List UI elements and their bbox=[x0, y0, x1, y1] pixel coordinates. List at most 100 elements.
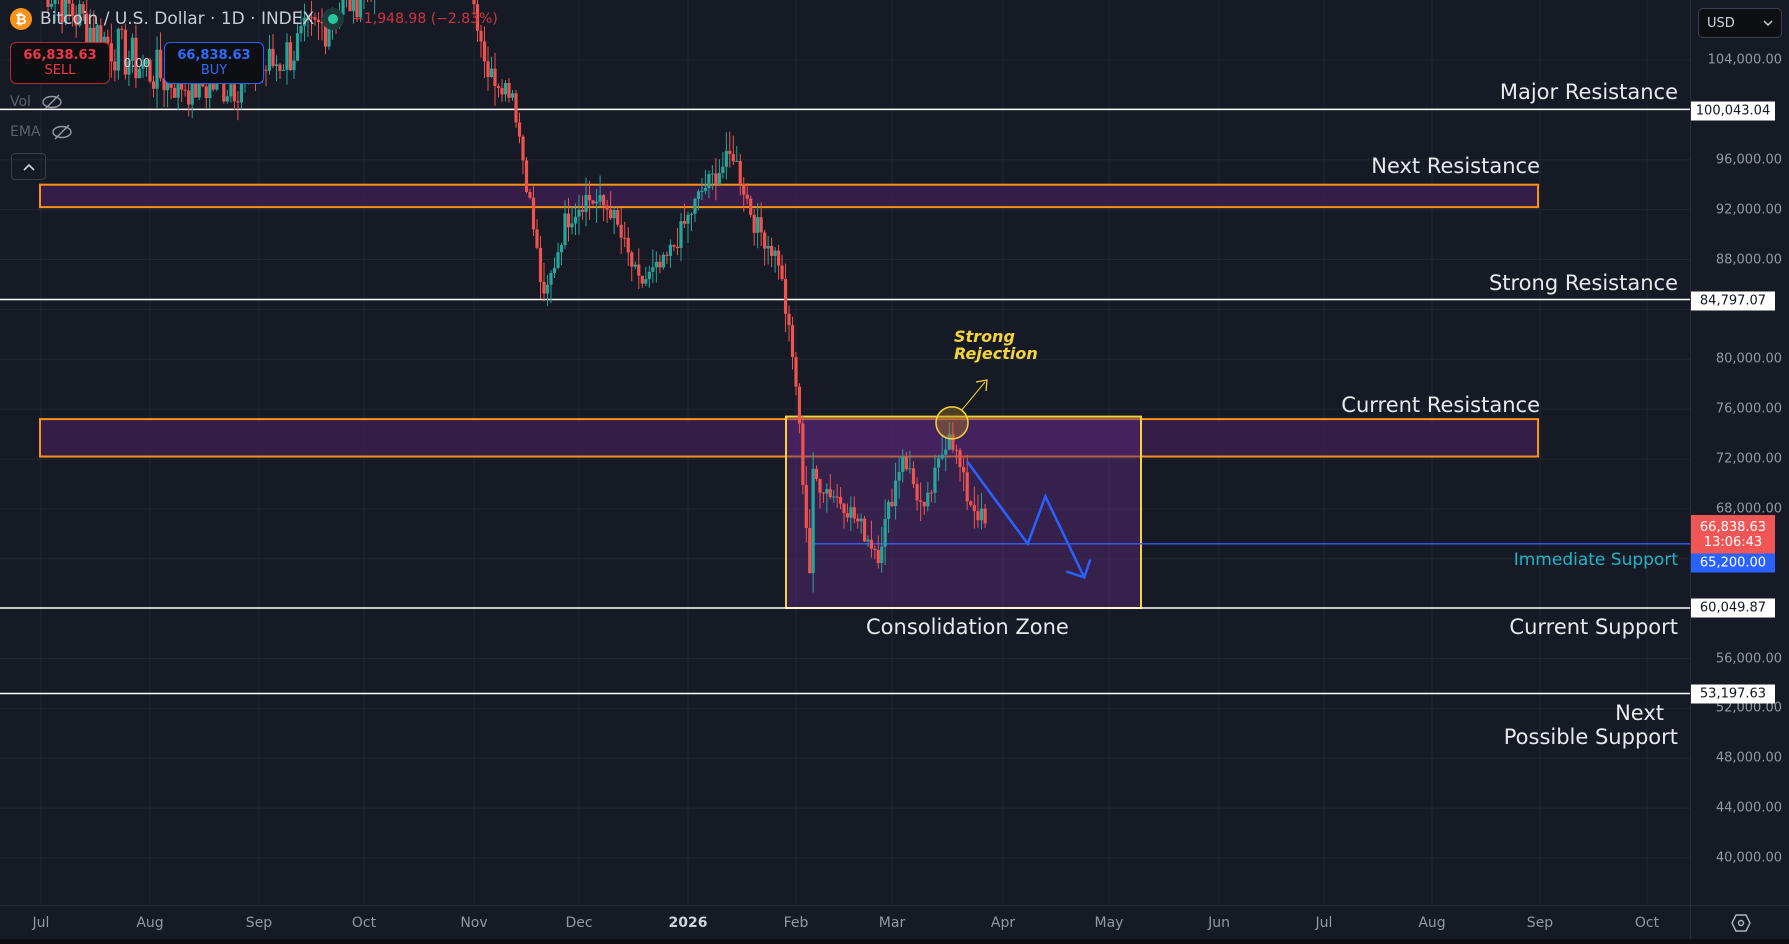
time-tick: Dec bbox=[565, 915, 593, 931]
candle-body bbox=[351, 0, 356, 12]
candle-body bbox=[602, 195, 606, 206]
candle-body bbox=[763, 232, 767, 249]
candle-body bbox=[594, 201, 599, 204]
candle-body bbox=[299, 25, 303, 34]
resistance-zone bbox=[39, 183, 1539, 209]
candle-body bbox=[832, 496, 836, 498]
indicator-vol[interactable]: Vol bbox=[10, 94, 63, 110]
candle-body bbox=[573, 216, 578, 224]
price-axis[interactable]: 104,000.00 96,000.00 92,000.00 88,000.00 80,… bbox=[1690, 0, 1789, 905]
currency-label: USD bbox=[1707, 15, 1735, 31]
candle-body bbox=[46, 0, 50, 7]
chart-pane[interactable]: Major Resistance Next Resistance Strong … bbox=[0, 0, 1690, 905]
candle-body bbox=[890, 501, 894, 507]
candle-body bbox=[479, 30, 483, 42]
candle-body bbox=[229, 84, 233, 97]
candle-body bbox=[500, 88, 504, 95]
candle-body bbox=[693, 198, 697, 214]
candle-body bbox=[965, 472, 969, 502]
indicator-ema[interactable]: EMA bbox=[10, 124, 73, 140]
candle-body bbox=[821, 492, 826, 494]
bitcoin-icon: ₿ bbox=[10, 8, 32, 30]
candle-body bbox=[962, 467, 966, 473]
candle-body bbox=[155, 49, 159, 89]
candle-body bbox=[517, 122, 522, 137]
major-resistance-label: Major Resistance bbox=[1499, 80, 1678, 104]
candle-body bbox=[542, 281, 546, 294]
candle-body bbox=[489, 68, 494, 78]
candle-body bbox=[866, 539, 870, 542]
time-tick: Aug bbox=[1418, 915, 1446, 931]
chevron-down-icon bbox=[1763, 20, 1773, 26]
candle-body bbox=[883, 518, 887, 547]
candle-body bbox=[808, 527, 812, 574]
candle-body bbox=[922, 501, 926, 507]
currency-selector[interactable]: USD bbox=[1698, 8, 1782, 38]
candle-body bbox=[735, 160, 739, 162]
strong-rejection-label: Strong Rejection bbox=[954, 328, 1038, 362]
candle-body bbox=[897, 471, 901, 481]
candle-body bbox=[787, 313, 791, 326]
market-open-status-icon[interactable] bbox=[322, 8, 345, 30]
candle-body bbox=[728, 150, 732, 155]
buy-label: BUY bbox=[200, 63, 228, 78]
candle-body bbox=[137, 68, 142, 79]
candle-body bbox=[951, 434, 955, 450]
candle-body bbox=[538, 247, 543, 282]
candle-body bbox=[472, 0, 476, 5]
candle-body bbox=[306, 16, 310, 18]
candle-body bbox=[552, 267, 557, 274]
price-tick: 44,000.00 bbox=[1715, 800, 1782, 816]
resistance-zone bbox=[39, 418, 1539, 458]
candle-body bbox=[933, 467, 937, 493]
candle-body bbox=[859, 518, 863, 522]
candle-body bbox=[619, 224, 623, 238]
candle-body bbox=[876, 550, 880, 564]
candle-body bbox=[545, 284, 550, 294]
candle-body bbox=[696, 191, 701, 199]
eye-off-icon[interactable] bbox=[41, 94, 63, 110]
candle-body bbox=[78, 4, 82, 26]
candle-body bbox=[880, 546, 884, 564]
eye-off-icon[interactable] bbox=[51, 124, 73, 140]
candle-body bbox=[267, 48, 272, 71]
symbol-title[interactable]: Bitcoin / U.S. Dollar · 1D · INDEX bbox=[40, 9, 315, 29]
candle-body bbox=[503, 83, 508, 95]
candle-body bbox=[355, 0, 359, 18]
candle-body bbox=[563, 213, 567, 246]
candle-body bbox=[773, 250, 777, 256]
last-price-label: 66,838.63 13:06:43 bbox=[1691, 515, 1775, 555]
candle-body bbox=[134, 37, 138, 79]
candle-body bbox=[675, 246, 680, 249]
candle-body bbox=[818, 478, 822, 493]
candle-body bbox=[528, 191, 532, 198]
sell-button[interactable]: 66,838.63 SELL bbox=[10, 42, 110, 84]
current-support-label: Current Support bbox=[1509, 615, 1678, 639]
time-axis[interactable]: Jul Aug Sep Oct Nov Dec 2026 Feb Mar Apr May Jun Jul… bbox=[0, 905, 1690, 940]
candle-body bbox=[116, 28, 120, 71]
buy-price: 66,838.63 bbox=[177, 48, 251, 63]
candle-body bbox=[85, 13, 89, 46]
candle-body bbox=[893, 480, 898, 507]
immediate-support-label: Immediate Support bbox=[1513, 550, 1678, 570]
candle-body bbox=[584, 194, 588, 212]
candle-body bbox=[752, 214, 756, 233]
time-tick: Feb bbox=[783, 915, 809, 931]
candle-body bbox=[274, 64, 279, 67]
price-chart-canvas[interactable] bbox=[0, 0, 1690, 905]
candle-body bbox=[783, 279, 788, 314]
buy-button[interactable]: 66,838.63 BUY bbox=[164, 42, 264, 84]
candle-body bbox=[749, 198, 753, 215]
candle-body bbox=[852, 507, 856, 519]
candle-body bbox=[908, 468, 912, 470]
chart-settings-button[interactable] bbox=[1690, 905, 1789, 940]
candle-body bbox=[341, 0, 345, 15]
candle-body bbox=[626, 237, 630, 253]
rejection-arrow-shaft bbox=[961, 381, 986, 411]
collapse-indicators-button[interactable] bbox=[11, 153, 46, 180]
candle-body bbox=[496, 85, 501, 89]
candle-body bbox=[797, 386, 802, 424]
candle-body bbox=[493, 68, 497, 86]
candle-body bbox=[106, 36, 110, 44]
candle-body bbox=[944, 449, 948, 455]
